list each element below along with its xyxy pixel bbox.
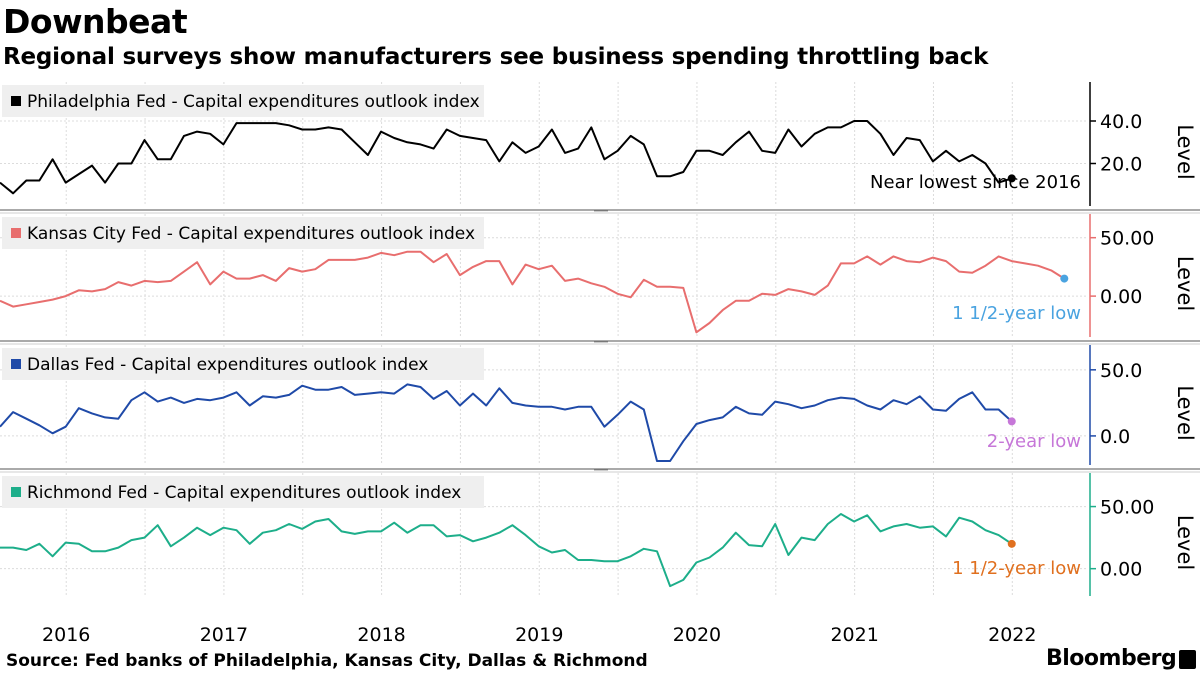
x-axis: 2016 2017 2018 2019 2020 2021 2022 (42, 624, 1036, 646)
latest-value-marker (1007, 417, 1016, 426)
x-tick-label: 2021 (830, 624, 878, 646)
terminal-icon (1179, 650, 1196, 669)
y-axis-title: Level (1173, 124, 1197, 179)
series-line (0, 250, 1065, 334)
panel-4: Richmond Fed - Capital expenditures outl… (0, 473, 1197, 596)
source-note: Source: Fed banks of Philadelphia, Kansa… (6, 651, 648, 671)
annotation-label: 1 1/2-year low (952, 558, 1081, 579)
series-line (0, 120, 1013, 195)
legend-label: Kansas City Fed - Capital expenditures o… (27, 224, 475, 244)
x-tick-label: 2016 (42, 624, 90, 646)
y-axis-title: Level (1173, 515, 1197, 570)
legend-swatch (11, 487, 21, 497)
y-tick-label: 50.00 (1100, 497, 1154, 519)
x-tick-label: 2019 (515, 624, 563, 646)
latest-value-marker (1060, 274, 1069, 283)
y-tick-label: 0.00 (1100, 286, 1142, 308)
latest-value-marker (1007, 539, 1016, 548)
y-tick-label: 50.00 (1100, 228, 1154, 250)
y-axis-title: Level (1173, 256, 1197, 311)
y-axis-title: Level (1173, 385, 1197, 440)
legend-label: Dallas Fed - Capital expenditures outloo… (27, 355, 428, 375)
y-tick-label: 20.0 (1100, 154, 1142, 176)
x-tick-label: 2020 (673, 624, 721, 646)
legend-swatch (11, 228, 21, 238)
y-tick-label: 50.0 (1100, 360, 1142, 382)
panel-1: Philadelphia Fed - Capital expenditures … (0, 82, 1200, 214)
latest-value-marker (1007, 174, 1016, 183)
y-tick-label: 0.0 (1100, 426, 1130, 448)
series-line (0, 383, 1013, 462)
series-line (0, 513, 1013, 588)
legend-swatch (11, 359, 21, 369)
panel-2: Kansas City Fed - Capital expenditures o… (0, 214, 1200, 345)
brand-logo: Bloomberg (1046, 646, 1177, 671)
legend-swatch (11, 96, 21, 106)
x-tick-label: 2017 (200, 624, 248, 646)
x-tick-label: 2022 (988, 624, 1036, 646)
page-title: Downbeat (3, 2, 188, 41)
annotation-label: 2-year low (987, 431, 1081, 452)
panel-3: Dallas Fed - Capital expenditures outloo… (0, 345, 1200, 473)
page-subtitle: Regional surveys show manufacturers see … (3, 44, 989, 70)
legend-box (2, 348, 484, 380)
annotation-label: 1 1/2-year low (952, 303, 1081, 324)
annotation-label: Near lowest since 2016 (870, 172, 1081, 193)
legend-box (2, 476, 484, 508)
y-tick-label: 0.00 (1100, 559, 1142, 581)
legend-box (2, 85, 484, 117)
legend-box (2, 217, 484, 249)
x-tick-label: 2018 (357, 624, 405, 646)
legend-label: Richmond Fed - Capital expenditures outl… (27, 483, 461, 503)
legend-label: Philadelphia Fed - Capital expenditures … (27, 92, 480, 112)
y-tick-label: 40.0 (1100, 111, 1142, 133)
